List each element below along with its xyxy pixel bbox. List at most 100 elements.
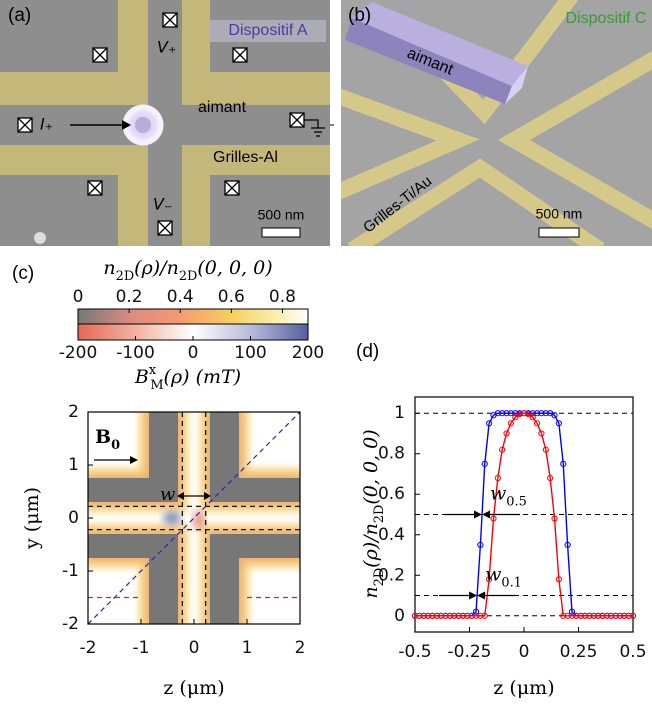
y-tick-label: 0 [68, 508, 79, 528]
data-point [625, 612, 632, 619]
gates-label: Grilles-Al [213, 149, 278, 166]
panel-label: (b) [348, 5, 371, 26]
width-label: w0.5 [490, 483, 527, 510]
data-point [464, 612, 471, 619]
colorbar-tick-label: 0 [73, 287, 84, 307]
x-tick-label: 2 [295, 638, 306, 658]
y-axis-label: n2D(ρ)/n2D(0, 0, 0) [360, 429, 387, 598]
field-label-part: B [95, 426, 111, 448]
x-axis-label: z (μm) [163, 677, 224, 699]
data-point [621, 612, 628, 619]
data-point [512, 414, 519, 421]
data-point [442, 612, 449, 619]
data-point [468, 612, 475, 619]
data-point [472, 612, 480, 619]
y-tick-label: 2 [68, 402, 79, 422]
y-axis-label: y (μm) [21, 487, 43, 550]
data-point [503, 410, 510, 417]
y-tick-label: 0.2 [378, 565, 405, 585]
data-point [486, 576, 493, 583]
data-point [533, 410, 541, 417]
width-label: w0.1 [485, 564, 522, 591]
data-point [538, 430, 545, 437]
data-point [586, 612, 593, 619]
colorbar-tick-label: 200 [292, 343, 324, 363]
x-tick-label: -2 [80, 638, 97, 658]
field-label: B0 [95, 426, 120, 453]
contact-label: V₊ [157, 38, 176, 57]
data-point [603, 612, 610, 619]
colorbar-density [77, 308, 309, 325]
y-axis-label-part: (ρ)/n [360, 523, 382, 568]
data-point [429, 612, 436, 619]
data-point [477, 541, 484, 548]
data-point [438, 612, 445, 619]
data-point [486, 420, 493, 427]
data-point [551, 515, 558, 522]
x-tick-label: -0.5 [398, 642, 431, 662]
data-point [542, 446, 549, 453]
data-point [555, 576, 562, 583]
data-point [516, 411, 523, 418]
contact-label: V₋ [153, 195, 172, 214]
colorbar-tick-label: 0 [188, 343, 199, 363]
data-point [459, 612, 467, 619]
data-point [507, 420, 515, 427]
colorbar-title-part: (ρ) (mT) [164, 366, 242, 388]
x-tick-label: 0.25 [560, 642, 598, 662]
data-point [551, 412, 558, 419]
data-point [525, 411, 532, 418]
x-tick-label: 0 [189, 638, 200, 658]
data-point [577, 612, 584, 619]
data-point [481, 612, 488, 619]
colorbar-tick-label: 100 [234, 343, 266, 363]
panel-label: (d) [356, 341, 379, 362]
colorbar-tick-label: -200 [59, 343, 98, 363]
data-point [520, 410, 528, 417]
colorbar-title-part: n [103, 257, 115, 279]
x-tick-label: 0 [519, 642, 530, 662]
data-point [529, 410, 536, 417]
colorbar-title-part: B [134, 366, 149, 388]
panel-label: (c) [12, 263, 34, 284]
micrograph-b [341, 0, 652, 246]
colorbar-title-sub: 2D [179, 269, 198, 284]
colorbar-title-part: (ρ)/n [134, 257, 179, 279]
data-point [542, 410, 549, 417]
data-point [564, 541, 571, 548]
data-point [424, 612, 432, 619]
width-label-sub: 0.1 [501, 576, 522, 591]
data-point [573, 612, 580, 619]
colorbar-tick-label: 0.4 [167, 287, 194, 307]
device-name: Dispositif C [566, 10, 647, 27]
width-arrow-head [469, 591, 478, 600]
y-axis-label-sub: 2D [372, 505, 387, 524]
y-tick-label: 0.4 [378, 525, 405, 545]
data-point [494, 410, 501, 417]
data-point [555, 420, 562, 427]
data-point [503, 430, 510, 437]
y-axis-label-part: n [360, 586, 382, 598]
data-point [490, 515, 497, 522]
panel-label: (a) [8, 5, 31, 26]
colorbar-tick-label: 0.6 [218, 287, 245, 307]
data-point [533, 420, 541, 427]
colorbar-title-sub: 2D [116, 269, 135, 284]
width-arrow-head [477, 591, 486, 600]
y-tick-label: 0.6 [378, 484, 405, 504]
data-point [560, 612, 567, 619]
y-tick-label: -1 [62, 561, 79, 581]
colorbar-title: n2D(ρ)/n2D(0, 0, 0) [103, 257, 272, 284]
data-point [629, 612, 637, 619]
data-point [451, 612, 458, 619]
data-point [499, 446, 506, 453]
colorbar-tick-label: -100 [116, 343, 155, 363]
data-point [472, 608, 480, 615]
x-tick-label: 1 [242, 638, 253, 658]
scale-label: 500 nm [536, 206, 583, 222]
data-point [616, 612, 624, 619]
data-point [433, 612, 440, 619]
width-label: w [160, 484, 176, 505]
colorbar-tick-label: 0.2 [116, 287, 143, 307]
data-point [499, 410, 506, 417]
